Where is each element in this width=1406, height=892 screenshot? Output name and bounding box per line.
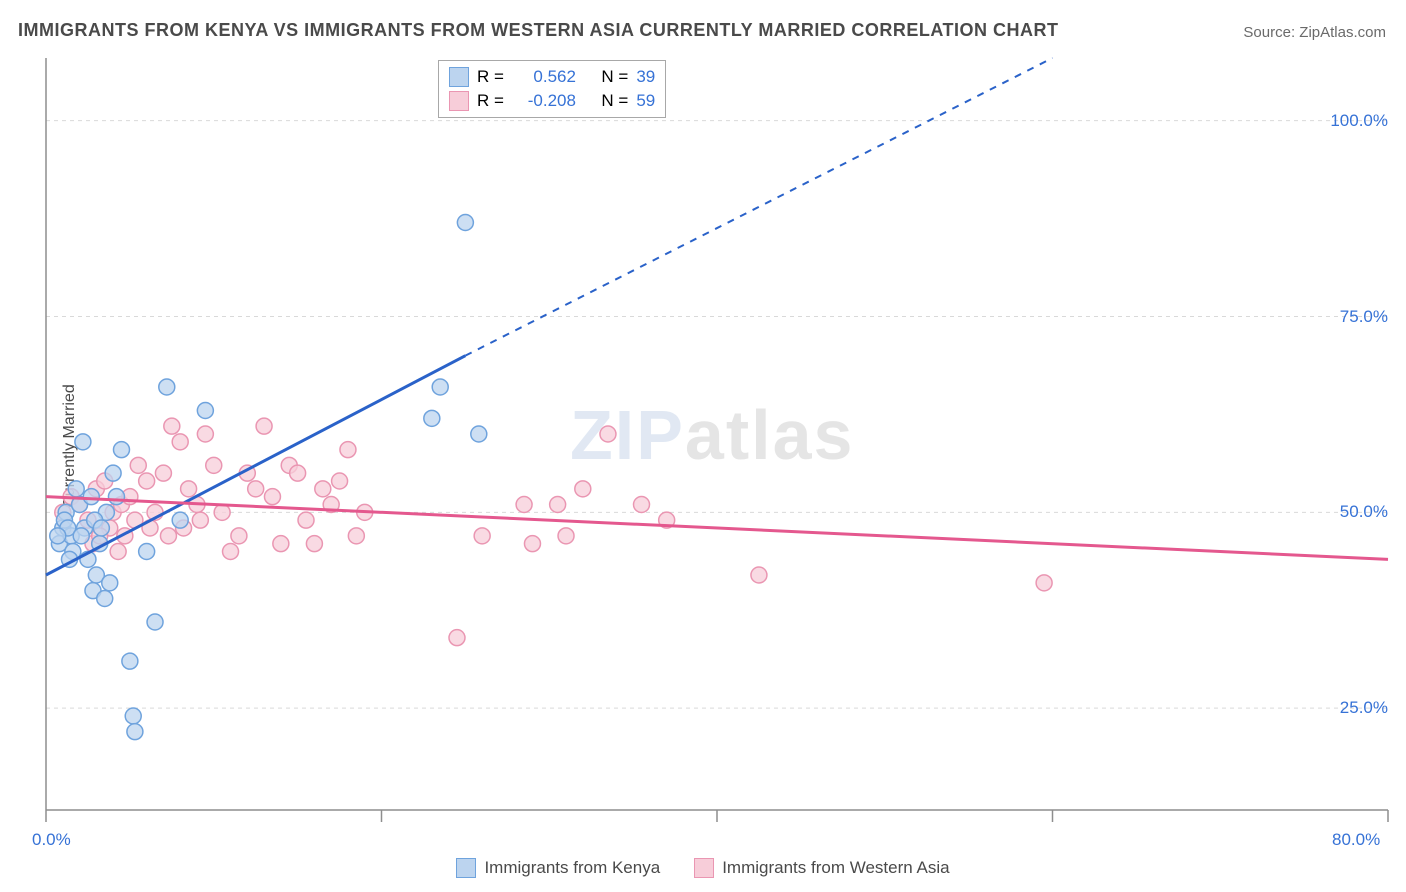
swatch-icon [449, 91, 469, 111]
legend-item-western-asia: Immigrants from Western Asia [694, 858, 949, 878]
swatch-icon [449, 67, 469, 87]
legend-item-kenya: Immigrants from Kenya [456, 858, 660, 878]
n-label: N = [601, 89, 628, 113]
x-tick-label: 0.0% [32, 830, 71, 850]
y-tick-label: 75.0% [1318, 307, 1388, 327]
legend-label: Immigrants from Kenya [484, 858, 660, 878]
swatch-icon [456, 858, 476, 878]
swatch-icon [694, 858, 714, 878]
y-tick-label: 100.0% [1318, 111, 1388, 131]
n-label: N = [601, 65, 628, 89]
r-value: -0.208 [512, 89, 576, 113]
scatter-chart [0, 0, 1406, 892]
r-value: 0.562 [512, 65, 576, 89]
series-legend: Immigrants from Kenya Immigrants from We… [0, 858, 1406, 878]
x-tick-label: 80.0% [1332, 830, 1380, 850]
y-tick-label: 50.0% [1318, 502, 1388, 522]
legend-label: Immigrants from Western Asia [722, 858, 949, 878]
y-tick-label: 25.0% [1318, 698, 1388, 718]
stats-legend: R = 0.562 N = 39 R = -0.208 N = 59 [438, 60, 666, 118]
n-value: 39 [636, 65, 655, 89]
r-label: R = [477, 65, 504, 89]
n-value: 59 [636, 89, 655, 113]
r-label: R = [477, 89, 504, 113]
